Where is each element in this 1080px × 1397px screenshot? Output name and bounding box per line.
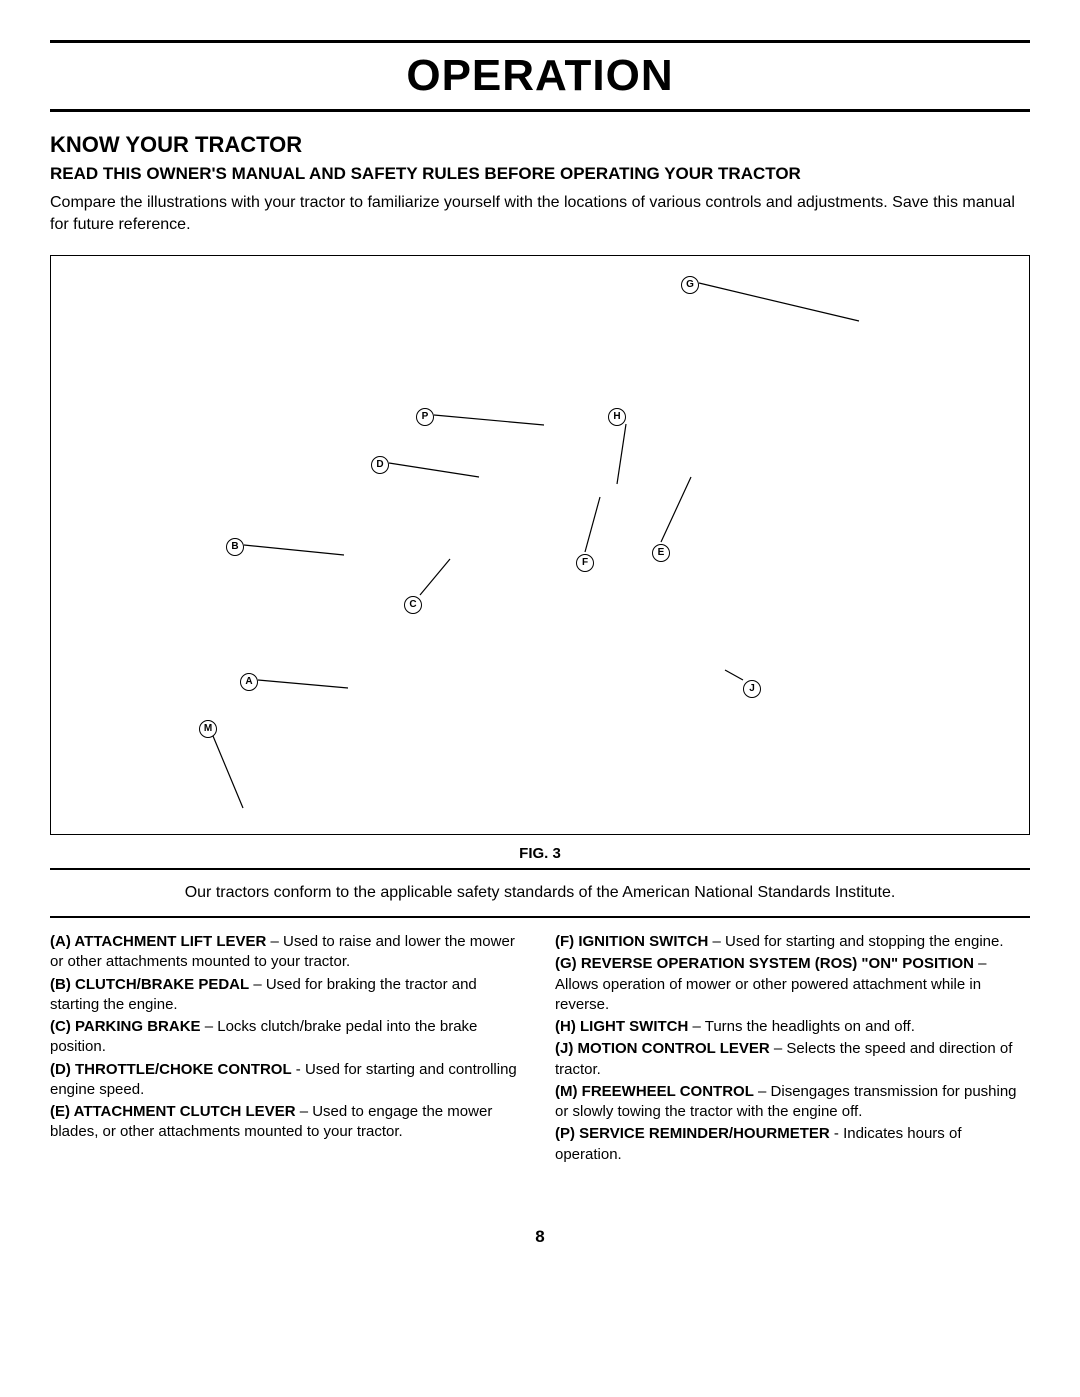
callout-m: M bbox=[199, 718, 217, 738]
figure-label: FIG. 3 bbox=[50, 845, 1030, 862]
callout-g-label: G bbox=[681, 276, 699, 294]
callout-b: B bbox=[226, 536, 244, 556]
right-column: (F) IGNITION SWITCH – Used for starting … bbox=[555, 932, 1030, 1167]
desc-f: (F) IGNITION SWITCH – Used for starting … bbox=[555, 932, 1030, 952]
callout-p-label: P bbox=[416, 408, 434, 426]
desc-j: (J) MOTION CONTROL LEVER – Selects the s… bbox=[555, 1039, 1030, 1080]
callout-b-label: B bbox=[226, 538, 244, 556]
callout-e: E bbox=[652, 542, 670, 562]
desc-g: (G) REVERSE OPERATION SYSTEM (ROS) "ON" … bbox=[555, 954, 1030, 1015]
callout-j-label: J bbox=[743, 680, 761, 698]
safety-note: Our tractors conform to the applicable s… bbox=[50, 884, 1030, 902]
callout-j: J bbox=[743, 678, 761, 698]
callout-m-label: M bbox=[199, 720, 217, 738]
descriptions-columns: (A) ATTACHMENT LIFT LEVER – Used to rais… bbox=[50, 932, 1030, 1167]
top-rule bbox=[50, 40, 1030, 43]
desc-d: (D) THROTTLE/CHOKE CONTROL - Used for st… bbox=[50, 1060, 525, 1101]
callout-a: A bbox=[240, 671, 258, 691]
page-title: OPERATION bbox=[50, 51, 1030, 101]
subheading: READ THIS OWNER'S MANUAL AND SAFETY RULE… bbox=[50, 164, 1030, 184]
title-rule bbox=[50, 109, 1030, 112]
desc-a: (A) ATTACHMENT LIFT LEVER – Used to rais… bbox=[50, 932, 525, 973]
callout-a-label: A bbox=[240, 673, 258, 691]
desc-b: (B) CLUTCH/BRAKE PEDAL – Used for brakin… bbox=[50, 975, 525, 1016]
callout-g: G bbox=[681, 274, 699, 294]
callout-p: P bbox=[416, 406, 434, 426]
section-heading: KNOW YOUR TRACTOR bbox=[50, 132, 1030, 158]
page-number: 8 bbox=[50, 1227, 1030, 1247]
desc-e: (E) ATTACHMENT CLUTCH LEVER – Used to en… bbox=[50, 1102, 525, 1143]
rule-1 bbox=[50, 868, 1030, 870]
left-column: (A) ATTACHMENT LIFT LEVER – Used to rais… bbox=[50, 932, 525, 1167]
desc-p: (P) SERVICE REMINDER/HOURMETER - Indicat… bbox=[555, 1124, 1030, 1165]
desc-c: (C) PARKING BRAKE – Locks clutch/brake p… bbox=[50, 1017, 525, 1058]
desc-h: (H) LIGHT SWITCH – Turns the headlights … bbox=[555, 1017, 1030, 1037]
callout-d-label: D bbox=[371, 456, 389, 474]
intro-text: Compare the illustrations with your trac… bbox=[50, 192, 1030, 235]
callout-h-label: H bbox=[608, 408, 626, 426]
callout-h: H bbox=[608, 406, 626, 426]
callout-f: F bbox=[576, 552, 594, 572]
callout-c: C bbox=[404, 594, 422, 614]
rule-2 bbox=[50, 916, 1030, 918]
desc-m: (M) FREEWHEEL CONTROL – Disengages trans… bbox=[555, 1082, 1030, 1123]
tractor-diagram: G P H D B E F C A J bbox=[50, 255, 1030, 835]
callout-d: D bbox=[371, 454, 389, 474]
